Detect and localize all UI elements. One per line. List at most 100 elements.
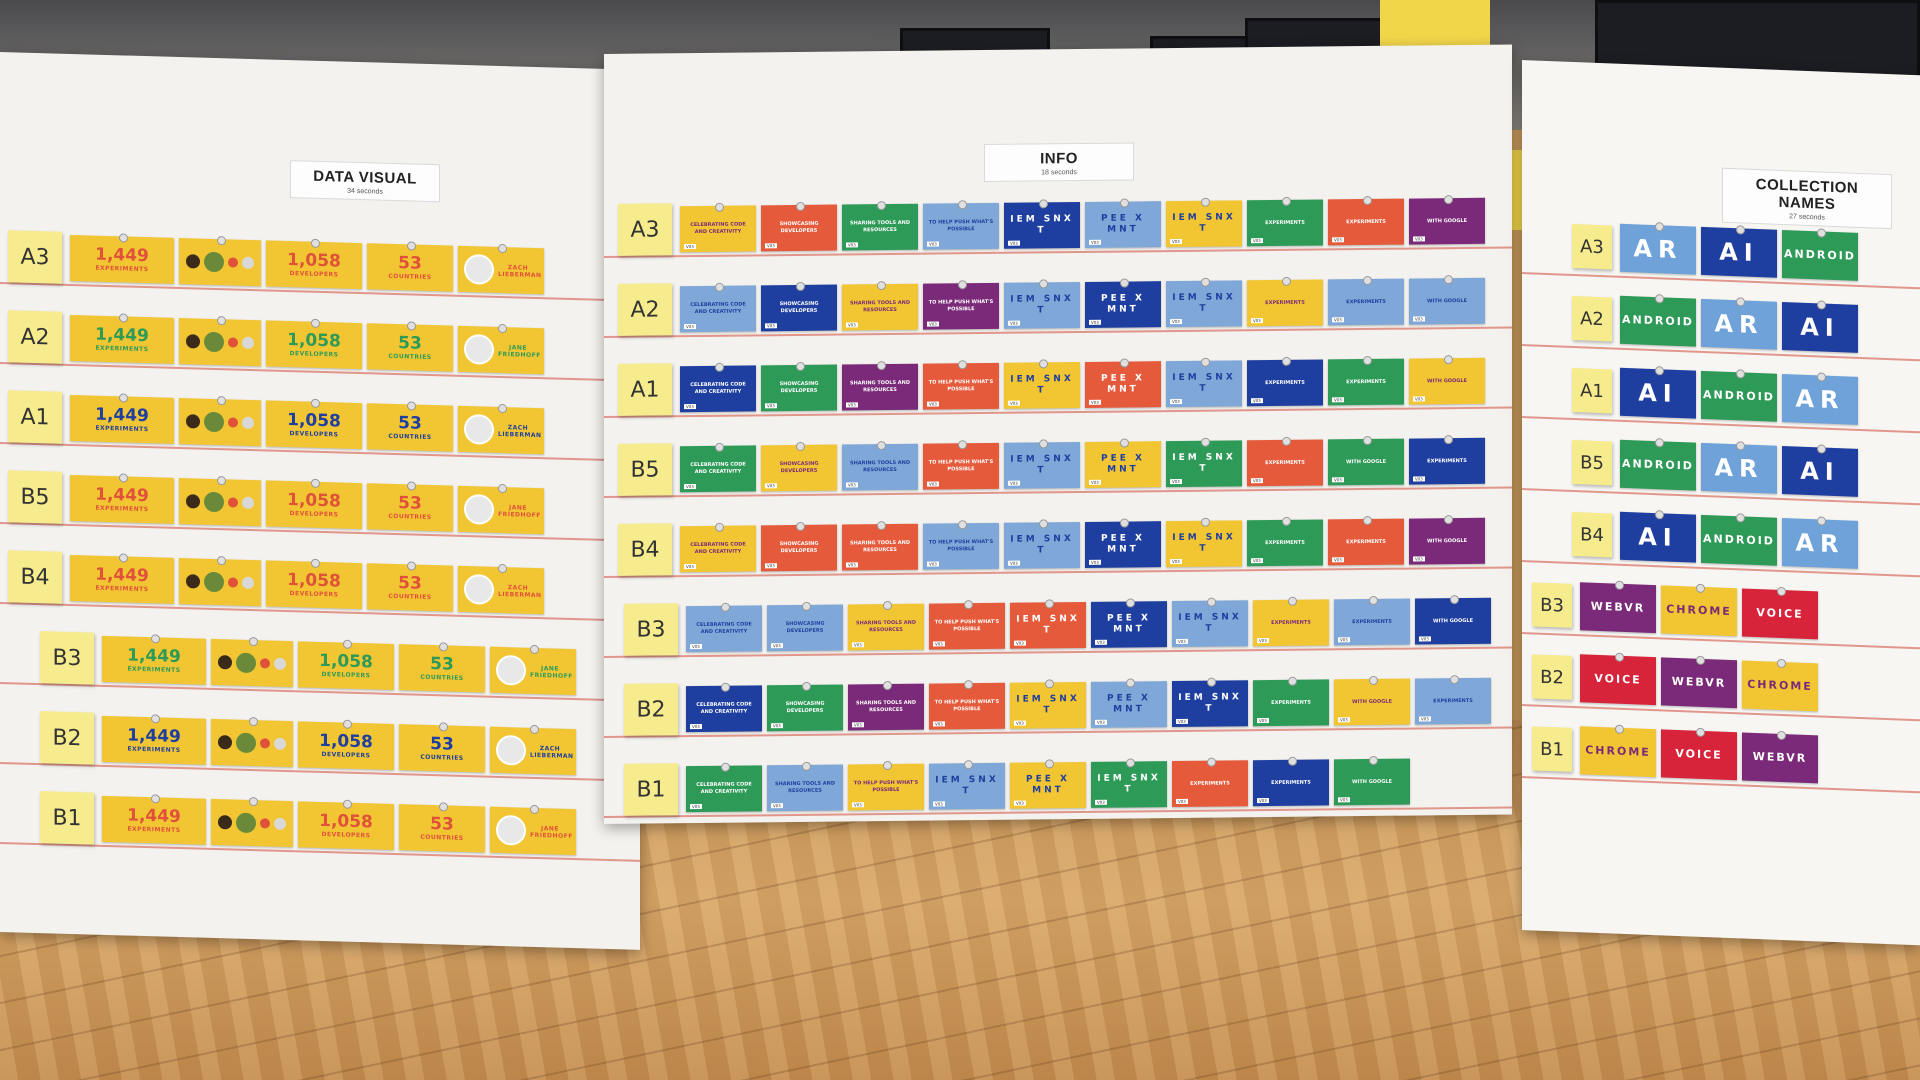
letter-scatter: PEE X MNT xyxy=(1101,213,1145,235)
card-person: JANE FRIEDHOFF xyxy=(458,485,544,535)
card-text: SHARING TOOLS AND RESOURCES xyxy=(849,219,911,234)
version-tag: V03 xyxy=(765,403,777,409)
card-countries-stat: 53 COUNTRIES xyxy=(367,403,453,452)
card-text: TO HELP PUSH WHAT'S POSSIBLE xyxy=(928,218,994,233)
version-tag: V03 xyxy=(852,642,864,648)
card-developers-stat: 1,058 DEVELOPERS xyxy=(266,560,362,610)
row-b3: B3 CELEBRATING CODE AND CREATIVITY V03 SHOW… xyxy=(624,595,1496,656)
collection-card: WEBVR xyxy=(1580,582,1656,634)
photo-thumb xyxy=(228,497,238,508)
collection-name: AR xyxy=(1795,528,1845,559)
stat-label: DEVELOPERS xyxy=(289,270,339,279)
photo-thumb xyxy=(218,655,232,670)
collection-card: AR xyxy=(1782,373,1858,425)
stat-label: EXPERIMENTS xyxy=(95,424,149,434)
row-label-sticky: B5 xyxy=(618,443,672,496)
info-card: WITH GOOGLE V03 xyxy=(1409,277,1485,325)
row-b2: B2 VOICE WEBVR CHROME xyxy=(1532,652,1823,712)
version-tag: V03 xyxy=(1095,799,1107,805)
avatar xyxy=(464,573,494,605)
avatar xyxy=(464,413,494,445)
stat-label: DEVELOPERS xyxy=(321,750,371,760)
version-tag: V03 xyxy=(1413,396,1425,402)
info-card: CELEBRATING CODE AND CREATIVITY V03 xyxy=(680,525,756,573)
board-title: COLLECTION NAMES xyxy=(1755,175,1859,214)
row-b4: B4 1,449 EXPERIMENTS 1,058 DEVELOPERS 53 COUNT… xyxy=(8,550,549,617)
version-tag: V03 xyxy=(765,563,777,569)
version-tag: V03 xyxy=(846,402,858,408)
row-b5: B5 ANDROID AR AI xyxy=(1572,438,1863,497)
card-text: SHARING TOOLS AND RESOURCES xyxy=(774,780,836,795)
info-card: EXPERIMENTS V03 xyxy=(1253,599,1329,647)
collection-name: AI xyxy=(1719,237,1759,268)
photo-thumb xyxy=(242,256,254,270)
card-countries-stat: 53 COUNTRIES xyxy=(367,563,453,612)
photo-thumb xyxy=(218,815,232,830)
card-text: CELEBRATING CODE AND CREATIVITY xyxy=(690,221,746,236)
row-b4: B4 CELEBRATING CODE AND CREATIVITY V03 SHOW… xyxy=(618,515,1490,576)
info-card: IEM SNX T V03 xyxy=(1004,202,1080,249)
card-text: WITH GOOGLE xyxy=(1345,458,1387,465)
card-photos xyxy=(179,477,261,527)
board-info: INFO 18 seconds A3 CELEBRATING CODE AND C… xyxy=(604,44,1512,825)
card-countries-stat: 53 COUNTRIES xyxy=(367,323,453,372)
stat-value: 1,058 xyxy=(287,330,341,352)
info-card: TO HELP PUSH WHAT'S POSSIBLE V03 xyxy=(848,763,924,811)
board-subtitle: 34 seconds xyxy=(347,187,383,196)
version-tag: V03 xyxy=(1251,318,1263,324)
card-text: EXPERIMENTS xyxy=(1271,619,1311,626)
row-label-sticky: B4 xyxy=(1572,511,1612,558)
version-tag: V03 xyxy=(1338,637,1350,643)
card-text: EXPERIMENTS xyxy=(1352,618,1392,625)
card-countries-stat: 53 COUNTRIES xyxy=(399,644,485,693)
photo-thumb xyxy=(228,417,238,428)
collection-card: AR xyxy=(1701,442,1777,494)
info-card: PEE X MNT V03 xyxy=(1085,201,1161,248)
version-tag: V03 xyxy=(1251,238,1263,244)
version-tag: V03 xyxy=(1413,476,1425,482)
board-title-label: COLLECTION NAMES 27 seconds xyxy=(1722,167,1892,230)
row-b4: B4 AI ANDROID AR xyxy=(1572,510,1863,569)
info-card: SHARING TOOLS AND RESOURCES V03 xyxy=(848,603,924,651)
board-subtitle: 18 seconds xyxy=(1041,169,1077,177)
version-tag: V03 xyxy=(933,721,945,727)
info-card: EXPERIMENTS V03 xyxy=(1415,677,1491,725)
stat-label: EXPERIMENTS xyxy=(95,264,149,274)
collection-card: AR xyxy=(1620,223,1696,275)
card-text: SHOWCASING DEVELOPERS xyxy=(785,700,825,715)
info-card: SHARING TOOLS AND RESOURCES V03 xyxy=(842,203,918,251)
version-tag: V03 xyxy=(1170,478,1182,485)
card-countries-stat: 53 COUNTRIES xyxy=(367,243,453,292)
stat-value: 1,449 xyxy=(127,725,181,748)
photo-thumb xyxy=(204,331,224,353)
stat-value: 1,449 xyxy=(95,404,149,427)
card-experiments-stat: 1,449 EXPERIMENTS xyxy=(102,635,206,685)
version-tag: V03 xyxy=(690,723,702,730)
letter-scatter: IEM SNX T xyxy=(1178,692,1242,714)
card-text: CELEBRATING CODE AND CREATIVITY xyxy=(690,301,746,316)
stat-value: 53 xyxy=(430,654,454,675)
row-label-sticky: A3 xyxy=(1572,223,1612,270)
info-card: EXPERIMENTS V03 xyxy=(1247,199,1323,247)
row-label-sticky: A1 xyxy=(1572,367,1612,414)
row-b2: B2 1,449 EXPERIMENTS 1,058 DEVELOPERS 53 COUNT… xyxy=(40,711,581,778)
board-title-label: INFO 18 seconds xyxy=(984,142,1134,183)
info-card: IEM SNX T V03 xyxy=(1004,522,1080,569)
info-card: SHARING TOOLS AND RESOURCES V03 xyxy=(842,283,918,331)
info-card: IEM SNX T V03 xyxy=(1166,200,1242,248)
stat-label: DEVELOPERS xyxy=(321,670,371,680)
version-tag: V03 xyxy=(1176,718,1188,725)
info-card: IEM SNX T V03 xyxy=(1166,280,1242,328)
version-tag: V03 xyxy=(846,322,858,328)
collection-name: VOICE xyxy=(1594,671,1642,687)
row-label-sticky: B2 xyxy=(624,683,678,736)
collection-name: CHROME xyxy=(1666,602,1732,619)
card-photos xyxy=(179,557,261,607)
row-label-sticky: B1 xyxy=(1532,726,1572,772)
row-label-sticky: B3 xyxy=(1532,582,1572,628)
version-tag: V03 xyxy=(684,324,696,330)
card-text: EXPERIMENTS xyxy=(1346,218,1386,225)
photo-thumb xyxy=(204,411,224,433)
letter-scatter: IEM SNX T xyxy=(1010,374,1074,396)
info-card: EXPERIMENTS V03 xyxy=(1247,439,1323,487)
